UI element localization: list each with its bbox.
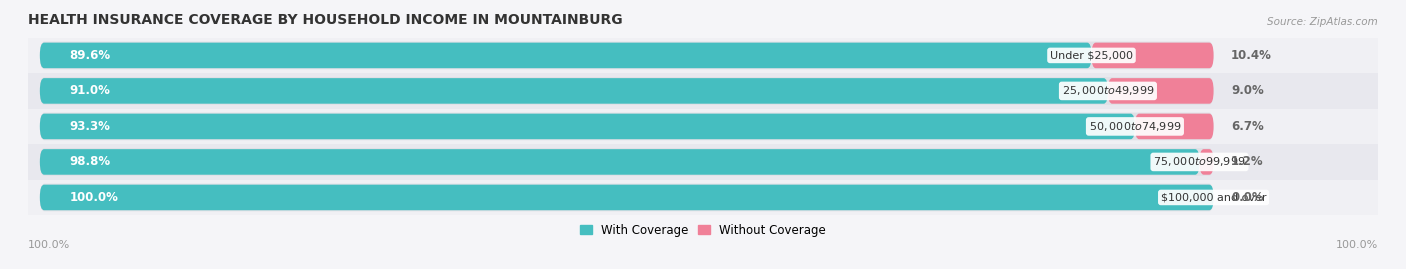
FancyBboxPatch shape [39,148,1213,176]
Text: HEALTH INSURANCE COVERAGE BY HOUSEHOLD INCOME IN MOUNTAINBURG: HEALTH INSURANCE COVERAGE BY HOUSEHOLD I… [28,13,623,27]
Text: 100.0%: 100.0% [69,191,118,204]
Text: 89.6%: 89.6% [69,49,110,62]
Legend: With Coverage, Without Coverage: With Coverage, Without Coverage [575,219,831,241]
Text: 6.7%: 6.7% [1232,120,1264,133]
Text: 10.4%: 10.4% [1232,49,1272,62]
FancyBboxPatch shape [1108,78,1213,104]
Text: 100.0%: 100.0% [28,240,70,250]
FancyBboxPatch shape [39,113,1213,140]
FancyBboxPatch shape [1091,43,1213,68]
Text: Source: ZipAtlas.com: Source: ZipAtlas.com [1267,17,1378,27]
Bar [28,38,1378,73]
Text: $50,000 to $74,999: $50,000 to $74,999 [1088,120,1181,133]
Text: 100.0%: 100.0% [1336,240,1378,250]
FancyBboxPatch shape [39,78,1108,104]
FancyBboxPatch shape [39,77,1213,105]
FancyBboxPatch shape [39,185,1213,210]
Text: $75,000 to $99,999: $75,000 to $99,999 [1153,155,1246,168]
FancyBboxPatch shape [39,114,1135,139]
Text: 1.2%: 1.2% [1232,155,1264,168]
FancyBboxPatch shape [1135,114,1213,139]
Text: 93.3%: 93.3% [69,120,110,133]
Bar [28,180,1378,215]
Text: 9.0%: 9.0% [1232,84,1264,97]
Text: $25,000 to $49,999: $25,000 to $49,999 [1062,84,1154,97]
FancyBboxPatch shape [1199,149,1213,175]
Bar [28,73,1378,109]
Text: $100,000 and over: $100,000 and over [1161,192,1267,203]
FancyBboxPatch shape [39,149,1199,175]
FancyBboxPatch shape [39,42,1213,69]
Text: 91.0%: 91.0% [69,84,110,97]
Bar [28,144,1378,180]
Text: Under $25,000: Under $25,000 [1050,50,1133,61]
Text: 0.0%: 0.0% [1232,191,1264,204]
Text: 98.8%: 98.8% [69,155,110,168]
Bar [28,109,1378,144]
FancyBboxPatch shape [39,184,1213,211]
FancyBboxPatch shape [39,43,1091,68]
